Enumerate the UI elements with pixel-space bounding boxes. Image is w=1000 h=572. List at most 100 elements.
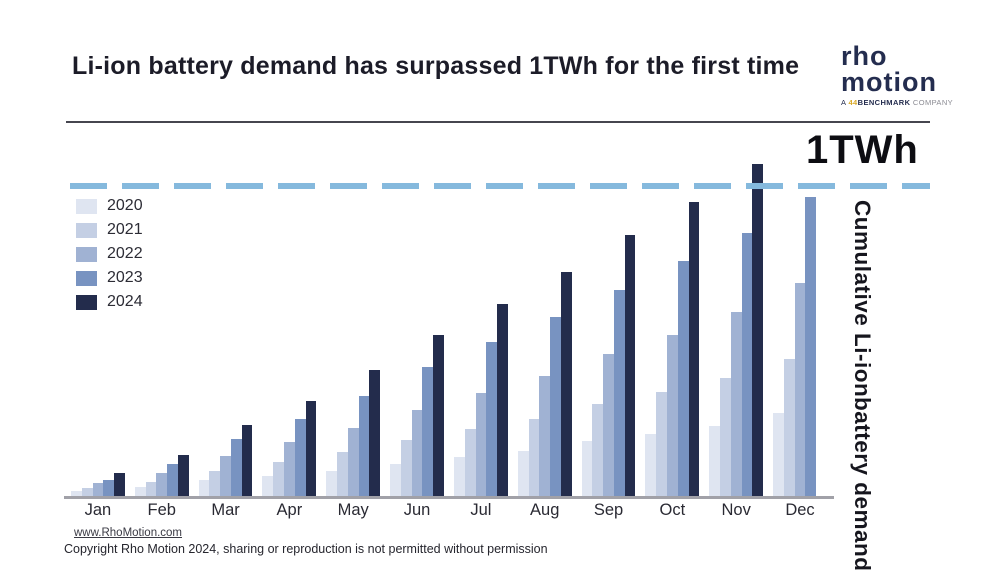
bar-2022-mar bbox=[220, 455, 231, 496]
bar-2020-may bbox=[326, 471, 338, 496]
legend-label: 2024 bbox=[107, 293, 143, 310]
bar-2020-apr bbox=[262, 475, 274, 496]
bar-group-jan bbox=[66, 151, 130, 496]
legend-item-2022: 2022 bbox=[76, 245, 143, 263]
benchmark-mark-icon: 44 bbox=[848, 98, 858, 108]
bar-2023-nov bbox=[741, 233, 753, 496]
bar-group-jun bbox=[385, 151, 449, 496]
bar-2023-apr bbox=[294, 418, 306, 496]
x-tick-jul: Jul bbox=[470, 501, 492, 519]
bar-group-jul bbox=[449, 151, 513, 496]
bar-group-aug bbox=[513, 151, 577, 496]
bar-2024-oct bbox=[688, 202, 700, 496]
bar-group-may bbox=[321, 151, 385, 496]
bar-2023-may bbox=[358, 396, 370, 496]
legend-label: 2022 bbox=[107, 245, 143, 262]
bar-2024-may bbox=[369, 370, 381, 496]
bar-group-sep bbox=[577, 151, 641, 496]
threshold-dashed-line bbox=[70, 183, 930, 189]
x-tick-aug: Aug bbox=[530, 501, 560, 519]
bar-2024-nov bbox=[752, 163, 764, 496]
bar-2023-sep bbox=[613, 289, 625, 496]
x-tick-sep: Sep bbox=[593, 501, 624, 519]
legend-item-2024: 2024 bbox=[76, 293, 143, 311]
bar-2022-may bbox=[347, 427, 359, 496]
x-tick-mar: Mar bbox=[211, 501, 240, 519]
bar-2020-aug bbox=[517, 450, 529, 496]
bar-2024-jun bbox=[433, 335, 444, 496]
bar-2023-feb bbox=[167, 463, 178, 496]
bar-2021-jul bbox=[464, 429, 476, 496]
bar-2022-jun bbox=[411, 409, 423, 496]
legend-swatch-2024 bbox=[76, 294, 97, 310]
bar-2022-aug bbox=[539, 376, 551, 496]
bar-group-feb bbox=[130, 151, 194, 496]
bar-2023-mar bbox=[230, 438, 242, 496]
logo-tagline: A 44BENCHMARK COMPANY bbox=[841, 98, 954, 108]
x-tick-apr: Apr bbox=[276, 501, 303, 519]
bar-group-apr bbox=[257, 151, 321, 496]
bar-2021-oct bbox=[656, 392, 667, 496]
bar-2020-oct bbox=[645, 433, 657, 496]
bar-2021-aug bbox=[528, 418, 540, 496]
rho-motion-logo: rho motion A 44BENCHMARK COMPANY bbox=[841, 41, 954, 108]
bar-2024-mar bbox=[241, 425, 253, 496]
bar-2022-jan bbox=[92, 482, 104, 496]
bar-2020-dec bbox=[773, 412, 784, 496]
x-tick-dec: Dec bbox=[785, 501, 815, 519]
legend-item-2021: 2021 bbox=[76, 221, 143, 239]
bar-group-mar bbox=[194, 151, 258, 496]
bar-2021-sep bbox=[592, 403, 604, 496]
x-axis-line bbox=[64, 496, 834, 499]
header-divider bbox=[66, 121, 930, 123]
rhomotion-website-link[interactable]: www.RhoMotion.com bbox=[74, 527, 183, 539]
legend-swatch-2021 bbox=[76, 222, 97, 238]
bar-group-dec bbox=[768, 151, 832, 496]
bar-2024-aug bbox=[560, 271, 572, 496]
bar-2024-apr bbox=[305, 400, 317, 496]
x-tick-oct: Oct bbox=[659, 501, 686, 519]
legend-swatch-2020 bbox=[76, 198, 97, 214]
x-tick-nov: Nov bbox=[721, 501, 751, 519]
bar-2021-dec bbox=[783, 359, 795, 496]
bar-2020-jun bbox=[390, 463, 401, 496]
bar-chart-plot-area bbox=[66, 151, 832, 496]
bar-2021-mar bbox=[209, 470, 221, 496]
x-tick-jan: Jan bbox=[84, 501, 112, 519]
bar-2020-jul bbox=[453, 457, 465, 496]
y-axis-title-line1: Cumulative Li-ion bbox=[850, 200, 876, 398]
bar-2022-dec bbox=[794, 282, 806, 496]
legend-item-2020: 2020 bbox=[76, 197, 143, 215]
bar-2022-nov bbox=[730, 311, 742, 496]
bar-2020-jan bbox=[71, 491, 82, 496]
bar-group-oct bbox=[640, 151, 704, 496]
legend-label: 2020 bbox=[107, 197, 143, 214]
legend-label: 2021 bbox=[107, 221, 143, 238]
logo-word-rho: rho bbox=[841, 41, 888, 71]
bar-2021-jan bbox=[81, 487, 93, 496]
bar-2024-feb bbox=[177, 454, 189, 496]
bar-2021-jun bbox=[400, 439, 412, 496]
bar-2024-jan bbox=[114, 472, 125, 496]
page-title: Li-ion battery demand has surpassed 1TWh… bbox=[72, 52, 800, 80]
copyright-notice: Copyright Rho Motion 2024, sharing or re… bbox=[64, 542, 548, 556]
bar-2023-oct bbox=[677, 260, 689, 496]
bar-2023-jan bbox=[103, 479, 115, 496]
bar-2021-apr bbox=[273, 462, 285, 496]
bar-2022-oct bbox=[666, 334, 678, 496]
x-tick-feb: Feb bbox=[147, 501, 176, 519]
bar-2020-feb bbox=[134, 487, 146, 496]
legend-swatch-2022 bbox=[76, 246, 97, 262]
legend-label: 2023 bbox=[107, 269, 143, 286]
x-tick-jun: Jun bbox=[403, 501, 431, 519]
bar-2023-dec bbox=[805, 196, 817, 496]
bar-2022-feb bbox=[156, 472, 168, 496]
y-axis-title: Cumulative Li-ion battery demand bbox=[848, 200, 876, 572]
legend-item-2023: 2023 bbox=[76, 269, 143, 287]
bar-2024-jul bbox=[497, 303, 508, 496]
legend-swatch-2023 bbox=[76, 270, 97, 286]
x-axis-labels: Jan Feb Mar Apr May Jun Jul Aug Sep Oct Nov Dec bbox=[66, 501, 832, 520]
bar-2022-jul bbox=[475, 393, 487, 496]
bar-2020-sep bbox=[581, 441, 593, 496]
bar-2024-sep bbox=[624, 235, 636, 496]
